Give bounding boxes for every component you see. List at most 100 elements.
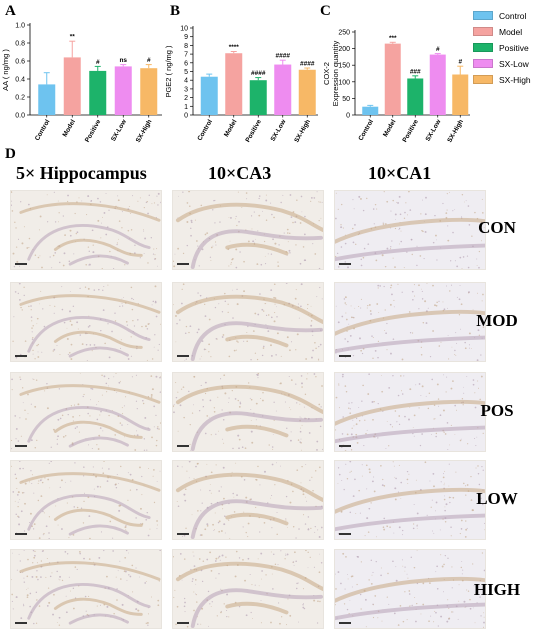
x-tick-label: Control — [34, 118, 52, 142]
chart-c: 0 50 100 150 200 250 COX-2Expression quantity C… — [322, 30, 470, 144]
x-tick-label: Positive — [401, 118, 420, 143]
legend-label: Positive — [499, 42, 529, 53]
row-label-pos: POS — [480, 401, 514, 420]
y-tick-label: 3 — [184, 86, 188, 93]
legend-swatch — [473, 11, 493, 20]
legend-item-control: Control — [473, 8, 531, 23]
scale-bar — [15, 355, 27, 357]
y-tick-label: 250 — [338, 30, 350, 37]
x-tick-label: SX-Low — [269, 118, 287, 143]
panel-letter-c: C — [320, 3, 331, 19]
panel-letter-b: B — [170, 3, 181, 19]
significance-label: #### — [300, 61, 315, 68]
y-tick-label: 4 — [184, 78, 188, 85]
y-tick-label: 0.4 — [15, 77, 25, 84]
y-tick-label: 200 — [338, 46, 350, 53]
micrograph-pos-col2 — [172, 372, 324, 452]
legend-label: SX-High — [499, 74, 531, 85]
panel-letter-d: D — [5, 146, 16, 162]
x-tick-label: Positive — [244, 118, 263, 143]
legend-label: Model — [499, 26, 523, 37]
bar-model — [63, 57, 81, 115]
micrograph-pos-col1 — [10, 372, 162, 452]
bar-sx-low — [274, 64, 292, 115]
significance-label: ** — [70, 34, 76, 41]
legend-item-positive: Positive — [473, 40, 531, 55]
bar-sx-high — [298, 69, 316, 115]
x-tick-label: Control — [196, 118, 214, 142]
micrograph-high-col1 — [10, 549, 162, 629]
bar-sx-high — [452, 74, 469, 115]
y-tick-label: 100 — [338, 79, 350, 86]
x-tick-label: Model — [62, 118, 78, 138]
legend-swatch — [473, 43, 493, 52]
scale-bar — [15, 263, 27, 265]
x-tick-label: Positive — [84, 118, 103, 143]
scale-bar — [177, 263, 189, 265]
row-label-low: LOW — [476, 489, 518, 508]
legend-swatch — [473, 27, 493, 36]
bar-positive — [89, 70, 107, 115]
scale-bar — [15, 622, 27, 624]
micrograph-mod-col3 — [334, 282, 486, 362]
significance-label: # — [147, 57, 151, 64]
x-tick-label: SX-Low — [424, 118, 442, 143]
micrograph-con-col1 — [10, 190, 162, 270]
micrograph-high-col2 — [172, 549, 324, 629]
col-header-hippocampus: 5× Hippocampus — [16, 163, 147, 183]
bar-model — [384, 43, 401, 116]
bar-model — [225, 53, 243, 115]
scale-bar — [177, 355, 189, 357]
micrograph-low-col1 — [10, 460, 162, 540]
y-tick-label: 0.6 — [15, 59, 25, 66]
col-header-ca1: 10×CA1 — [368, 163, 432, 183]
panel-letter-a: A — [5, 3, 16, 19]
x-tick-label: Control — [357, 118, 375, 142]
significance-label: # — [458, 59, 462, 66]
y-axis-label: AA ( ng/mg ) — [1, 49, 10, 91]
y-tick-label: 2 — [184, 95, 188, 102]
y-tick-label: 1.0 — [15, 23, 25, 30]
y-tick-label: 0.0 — [15, 113, 25, 120]
row-label-mod: MOD — [476, 311, 518, 330]
legend-item-sx-high: SX-High — [473, 72, 531, 87]
significance-label: *** — [389, 35, 397, 42]
significance-label: # — [436, 46, 440, 53]
significance-label: #### — [276, 53, 291, 60]
scale-bar — [339, 263, 351, 265]
y-tick-label: 9 — [184, 34, 188, 41]
micrograph-low-col2 — [172, 460, 324, 540]
col-header-ca3: 10×CA3 — [208, 163, 272, 183]
bar-sx-low — [429, 54, 446, 115]
y-tick-label: 0 — [346, 113, 350, 120]
x-tick-label: SX-Low — [110, 118, 128, 143]
micrograph-low-col3 — [334, 460, 486, 540]
scale-bar — [177, 533, 189, 535]
micrograph-con-col3 — [334, 190, 486, 270]
legend-item-model: Model — [473, 24, 531, 39]
legend-item-sx-low: SX-Low — [473, 56, 531, 71]
bar-control — [38, 84, 56, 115]
x-tick-label: SX-High — [135, 118, 154, 143]
significance-label: ns — [119, 57, 127, 64]
bar-control — [362, 106, 379, 115]
micrograph-pos-col3 — [334, 372, 486, 452]
bar-positive — [407, 78, 424, 115]
x-tick-label: Model — [382, 118, 398, 138]
y-tick-label: 50 — [342, 96, 350, 103]
micrograph-mod-col1 — [10, 282, 162, 362]
micrograph-high-col3 — [334, 549, 486, 629]
y-tick-label: 150 — [338, 63, 350, 70]
scale-bar — [177, 622, 189, 624]
y-tick-label: 7 — [184, 52, 188, 59]
legend-label: Control — [499, 10, 527, 21]
bar-positive — [249, 80, 267, 115]
chart-b: 0 1 2 34 5 67 8 910 PGE2 ( ng/mg ) Control **** Mod… — [164, 26, 318, 144]
significance-label: ### — [410, 68, 421, 75]
bar-sx-high — [140, 68, 158, 115]
bar-sx-low — [114, 66, 132, 115]
bar-control — [200, 76, 218, 115]
x-tick-label: SX-High — [446, 118, 465, 143]
y-tick-label: 6 — [184, 60, 188, 67]
significance-label: # — [96, 59, 100, 66]
